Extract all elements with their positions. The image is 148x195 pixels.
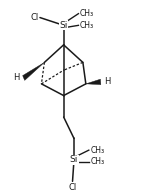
Text: CH₃: CH₃	[90, 146, 104, 155]
Text: CH₃: CH₃	[80, 9, 94, 18]
Text: Si: Si	[59, 21, 68, 30]
Text: Si: Si	[70, 155, 78, 164]
Text: CH₃: CH₃	[80, 21, 94, 30]
Text: H: H	[104, 77, 111, 86]
Text: CH₃: CH₃	[90, 157, 104, 166]
Text: Cl: Cl	[68, 183, 77, 192]
Polygon shape	[86, 79, 101, 85]
Polygon shape	[23, 62, 44, 80]
Text: H: H	[14, 74, 20, 82]
Text: Cl: Cl	[30, 13, 38, 22]
